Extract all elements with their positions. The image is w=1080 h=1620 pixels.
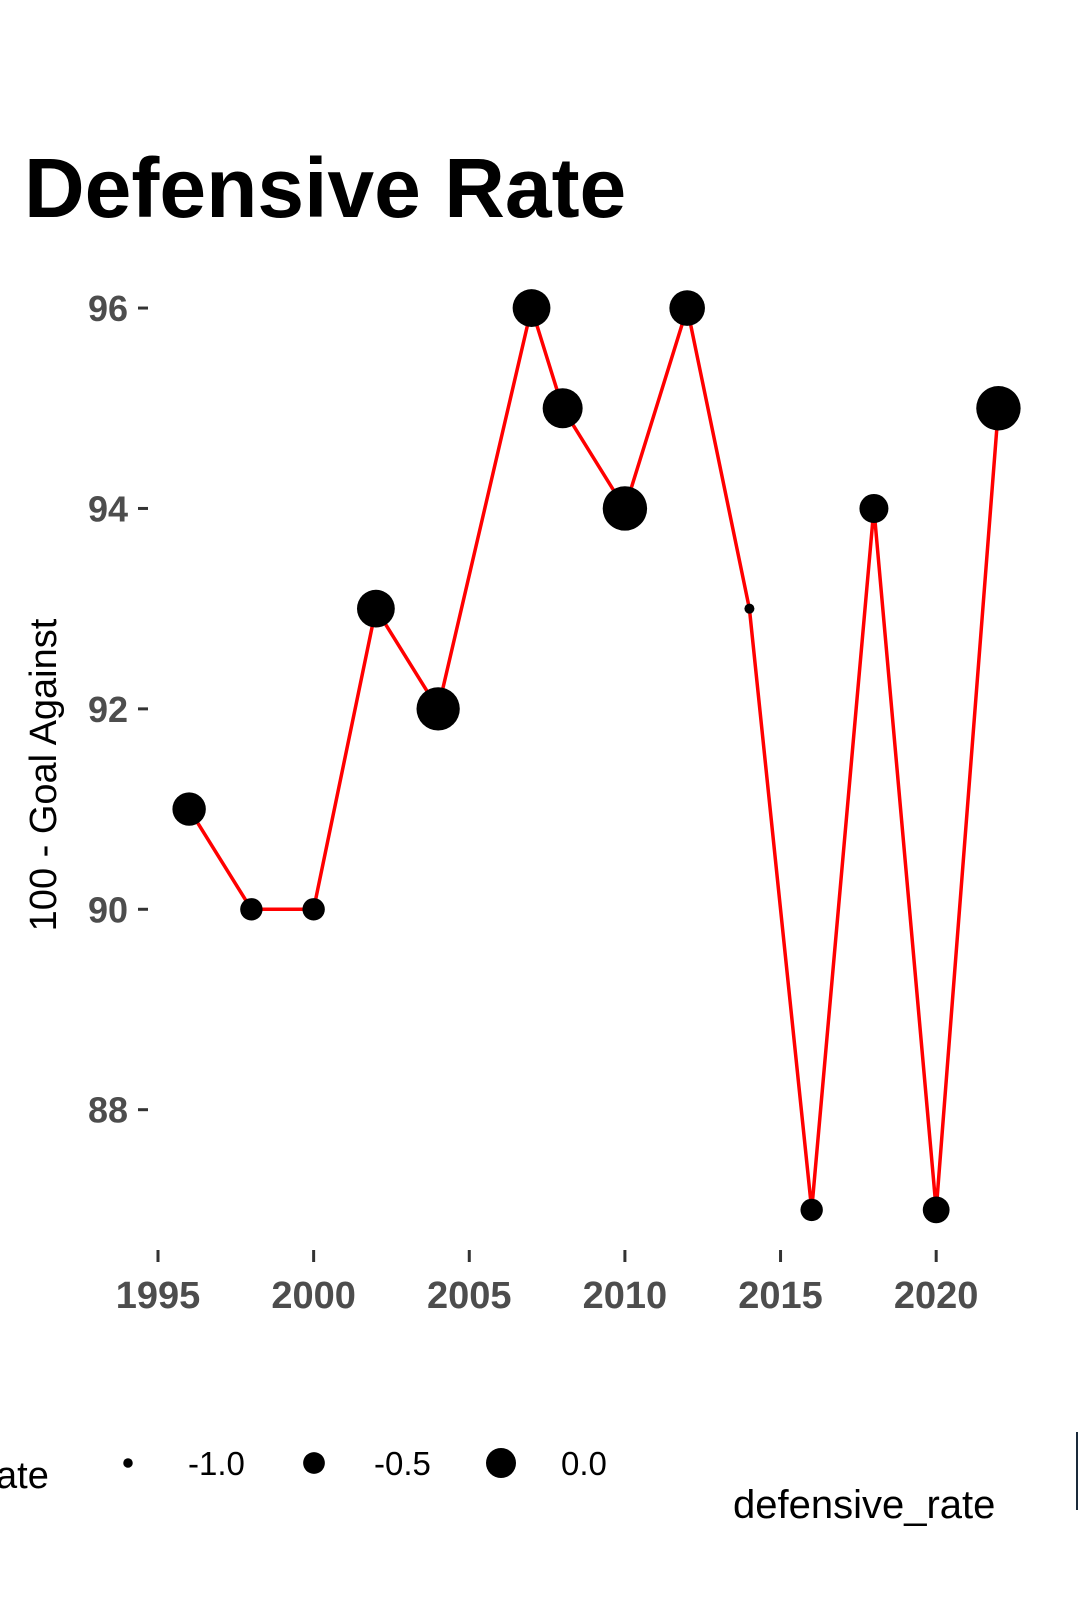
data-point <box>602 486 648 531</box>
data-point <box>922 1196 950 1224</box>
data-point <box>669 290 705 326</box>
y-tick-label: 94 <box>88 488 128 529</box>
y-tick-label: 90 <box>88 889 128 930</box>
y-tick-label: 96 <box>88 288 128 329</box>
legend-keys: -1.0 -0.5 0.0 <box>123 1445 607 1482</box>
data-point <box>800 1198 823 1222</box>
legend-title: ate <box>0 1455 49 1497</box>
data-point <box>542 388 583 429</box>
legend-key-label: -1.0 <box>188 1445 245 1482</box>
y-axis: 88 90 92 94 96 <box>88 288 148 1131</box>
x-axis: 1995 2000 2005 2010 2015 2020 <box>116 1250 979 1317</box>
legend-key-circle <box>123 1458 133 1468</box>
data-point <box>302 898 325 921</box>
legend-secondary-title: defensive_rate <box>733 1483 995 1527</box>
x-tick-label: 2015 <box>738 1275 823 1317</box>
x-tick-label: 2000 <box>271 1275 356 1317</box>
y-tick-label: 92 <box>88 689 128 730</box>
data-point <box>744 603 755 614</box>
data-point <box>976 386 1021 431</box>
x-tick-label: 1995 <box>116 1275 201 1317</box>
data-point <box>172 792 206 826</box>
legend: ate -1.0 -0.5 0.0 defensive_rate <box>0 1432 1078 1527</box>
data-point <box>859 493 889 523</box>
x-tick-label: 2005 <box>427 1275 512 1317</box>
data-point <box>416 687 460 731</box>
chart-title: Defensive Rate <box>24 141 627 235</box>
y-axis-label: 100 - Goal Against <box>23 618 65 931</box>
data-point <box>240 898 263 921</box>
legend-key-label: 0.0 <box>561 1445 607 1482</box>
series-defensive-rate <box>172 289 1021 1224</box>
x-tick-label: 2010 <box>583 1275 668 1317</box>
data-point <box>356 589 395 628</box>
legend-key-label: -0.5 <box>374 1445 431 1482</box>
data-point <box>512 289 551 327</box>
y-tick-label: 88 <box>88 1090 128 1131</box>
series-line <box>187 306 1001 1212</box>
legend-key-circle <box>303 1452 325 1474</box>
x-tick-label: 2020 <box>894 1275 979 1317</box>
legend-key-circle <box>486 1448 516 1478</box>
